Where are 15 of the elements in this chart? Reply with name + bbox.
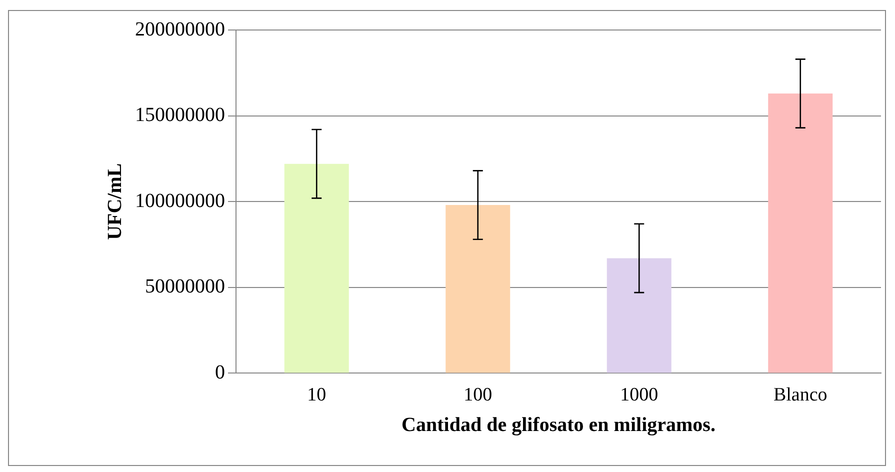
x-tick-label: 10: [307, 384, 326, 406]
bar: [606, 258, 672, 373]
x-axis-title: Cantidad de glifosato en miligramos.: [402, 414, 716, 436]
y-tick-label: 0: [215, 361, 225, 384]
y-tick-label: 200000000: [135, 18, 225, 40]
y-tick-label: 150000000: [135, 104, 225, 126]
bar: [446, 205, 510, 373]
x-tick-label: Blanco: [773, 384, 828, 406]
x-tick-label: 100: [464, 384, 492, 406]
y-tick-label: 100000000: [135, 190, 225, 212]
bar: [284, 164, 349, 373]
y-axis-title: UFC/mL: [104, 163, 126, 240]
y-tick-label: 50000000: [145, 276, 225, 298]
x-tick-label: 1000: [620, 384, 658, 406]
bar: [768, 93, 833, 373]
